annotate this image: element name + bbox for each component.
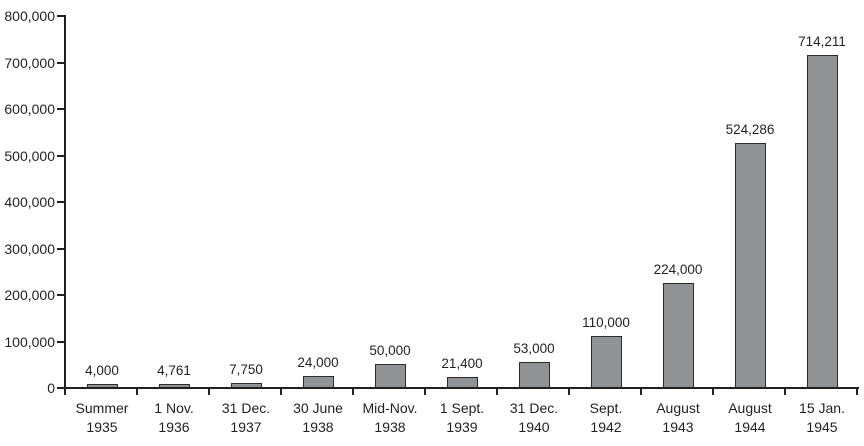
x-axis-label: 30 June 1938 — [293, 399, 343, 437]
bar — [734, 143, 766, 387]
bar-value-label: 224,000 — [653, 261, 703, 277]
x-axis-tick — [136, 389, 138, 395]
x-axis-label: August 1944 — [728, 399, 772, 437]
x-axis-label-line2: 1945 — [806, 419, 838, 435]
x-axis-tick — [208, 389, 210, 395]
x-axis-label: 31 Dec. 1937 — [222, 399, 270, 437]
x-axis-label-line2: 1939 — [446, 419, 478, 435]
x-axis-label-line1: 30 June — [293, 400, 343, 416]
x-axis-label-line1: 1 Nov. — [154, 400, 194, 416]
bar — [518, 362, 550, 387]
y-axis-tick — [57, 108, 64, 110]
bar — [374, 363, 406, 387]
x-axis-tick — [784, 389, 786, 395]
y-axis-tick-label: 100,000 — [4, 333, 55, 350]
y-axis-tick-label: 200,000 — [4, 287, 55, 303]
x-axis-label-line2: 1938 — [374, 419, 406, 435]
y-axis-tick-label: 0 — [47, 380, 55, 396]
x-axis-label: 15 Jan. 1945 — [799, 399, 845, 437]
x-axis-label: Sept. 1942 — [590, 399, 623, 437]
bar-value-label: 524,286 — [725, 122, 775, 138]
y-axis-tick — [57, 15, 64, 17]
bar-value-label: 24,000 — [297, 354, 339, 370]
y-axis-tick-label: 300,000 — [4, 240, 55, 257]
y-axis-line — [64, 15, 66, 389]
y-axis-tick — [57, 387, 64, 389]
x-axis-label: 31 Dec. 1940 — [510, 399, 558, 437]
x-axis-label-line2: 1940 — [518, 419, 550, 435]
y-axis-tick-label: 600,000 — [4, 101, 55, 117]
bar — [446, 377, 478, 387]
x-axis-label-line2: 1944 — [734, 419, 766, 435]
x-axis-label: 1 Nov. 1936 — [154, 399, 193, 437]
x-axis-label-line1: 1 Sept. — [439, 400, 485, 416]
y-axis-tick — [57, 61, 64, 64]
x-axis-label-line1: August — [656, 400, 700, 416]
y-axis-tick — [57, 340, 64, 343]
x-axis-label-line2: 1938 — [302, 419, 334, 435]
x-axis-label-line1: Sept. — [589, 400, 623, 416]
y-axis-tick-label: 700,000 — [4, 54, 55, 71]
bar — [662, 282, 694, 387]
y-axis-tick-label: 500,000 — [4, 147, 55, 164]
x-axis-label-line1: Summer — [75, 400, 129, 416]
bar-value-label: 21,400 — [441, 356, 483, 372]
bar — [230, 383, 262, 387]
y-axis-tick — [57, 247, 64, 250]
x-axis-label-line2: 1937 — [230, 419, 262, 435]
x-axis-label-line1: 31 Dec. — [221, 400, 271, 416]
x-axis-tick — [712, 389, 714, 395]
bar-value-label: 50,000 — [369, 342, 411, 358]
bar — [806, 54, 838, 387]
x-axis-label-line2: 1936 — [158, 419, 190, 435]
bar-value-label: 53,000 — [513, 341, 555, 357]
bar-value-label: 4,761 — [157, 363, 191, 378]
x-axis-tick — [352, 389, 354, 395]
x-axis-label-line1: Mid-Nov. — [362, 400, 418, 416]
x-axis-label-line2: 1935 — [86, 419, 118, 435]
x-axis-label-line1: 31 Dec. — [509, 400, 559, 416]
x-axis-tick — [496, 389, 498, 395]
x-axis-label-line2: 1942 — [590, 419, 622, 435]
x-axis-label: Summer 1935 — [76, 399, 129, 437]
x-axis-tick — [280, 389, 282, 395]
x-axis-label-line1: 15 Jan. — [799, 400, 845, 416]
y-axis-tick — [57, 154, 64, 157]
x-axis-tick — [568, 389, 570, 395]
y-axis-tick — [57, 201, 64, 203]
x-axis-tick — [640, 389, 642, 395]
x-axis-tick — [64, 389, 66, 395]
bar — [158, 384, 190, 387]
bar-value-label: 110,000 — [582, 314, 630, 330]
y-axis-tick-label: 400,000 — [4, 194, 55, 210]
bar — [302, 375, 334, 387]
x-axis-label-line1: August — [728, 400, 772, 416]
bar — [590, 335, 622, 387]
x-axis-label: 1 Sept. 1939 — [440, 399, 484, 437]
x-axis-label-line2: 1943 — [662, 419, 694, 435]
x-axis-label: Mid-Nov. 1938 — [363, 399, 418, 437]
bar-value-label: 714,211 — [798, 33, 846, 49]
bar — [86, 384, 118, 387]
bar-value-label: 7,750 — [229, 362, 263, 378]
x-axis-line — [64, 387, 859, 389]
y-axis-tick — [57, 294, 64, 296]
bar-value-label: 4,000 — [85, 363, 119, 378]
x-axis-tick — [424, 389, 426, 395]
x-axis-tick — [856, 389, 858, 395]
y-axis-tick-label: 800,000 — [4, 8, 55, 24]
x-axis-label: August 1943 — [656, 399, 700, 437]
